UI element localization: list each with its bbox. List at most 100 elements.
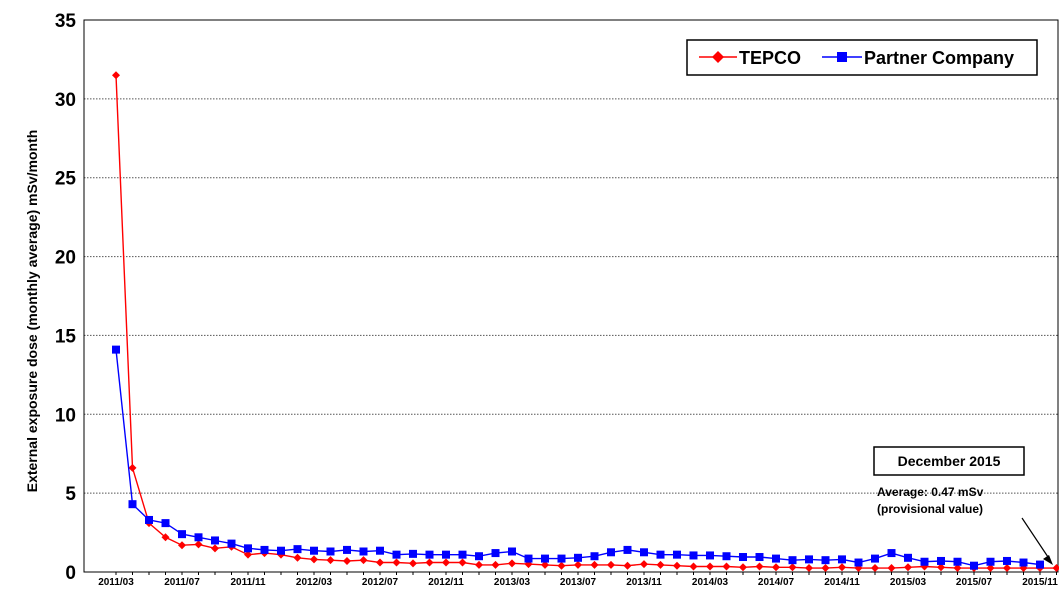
point-tepco [343, 556, 351, 565]
point-tepco [689, 562, 698, 571]
point-partner-company [970, 561, 978, 570]
point-partner-company [524, 554, 533, 563]
annotation-arrow-head [1043, 555, 1053, 565]
point-partner-company [442, 550, 450, 559]
point-tepco [244, 550, 252, 559]
point-tepco [293, 553, 302, 562]
point-tepco [425, 558, 434, 567]
x-axis-ticks: 2011/03 2011/07 2011/11 2012/03 2012/07 2012/… [98, 572, 1058, 588]
point-tepco [1052, 564, 1059, 573]
x-tick-label: 2014/11 [824, 577, 860, 588]
point-partner-company [788, 556, 797, 565]
point-partner-company [755, 553, 764, 562]
point-partner-company [838, 555, 846, 564]
point-tepco [491, 560, 500, 569]
point-tepco [442, 558, 450, 567]
annotation-box [873, 446, 1025, 476]
point-partner-company [689, 551, 698, 560]
point-tepco [656, 560, 665, 569]
point-partner-company [260, 545, 269, 554]
y-axis-label: External exposure dose (monthly average)… [24, 130, 40, 493]
annotation-average: Average: 0.47 mSv [877, 485, 984, 499]
point-tepco [590, 560, 599, 569]
x-tick-label: 2014/03 [692, 577, 729, 588]
point-tepco [458, 558, 467, 567]
point-partner-company [1019, 558, 1028, 567]
series-line-tepco [115, 75, 1057, 569]
point-tepco [887, 564, 896, 573]
x-tick-label: 2015/07 [956, 577, 993, 588]
point-partner-company [854, 558, 863, 567]
point-partner-company [128, 500, 137, 509]
x-tick-label: 2013/07 [560, 577, 597, 588]
point-tepco [788, 563, 797, 572]
point-partner-company [937, 556, 945, 565]
point-tepco [640, 560, 648, 569]
point-tepco [574, 560, 582, 569]
point-tepco [673, 561, 681, 570]
point-partner-company [821, 556, 830, 565]
point-partner-company [359, 547, 368, 556]
point-partner-company [706, 551, 714, 560]
point-partner-company [574, 553, 582, 562]
point-partner-company [557, 554, 566, 563]
point-tepco [475, 560, 483, 569]
point-tepco [838, 563, 846, 572]
point-partner-company [722, 552, 731, 561]
point-tepco [326, 556, 335, 565]
point-partner-company [227, 539, 236, 548]
point-partner-company [194, 533, 203, 542]
point-partner-company [112, 345, 120, 354]
legend-marker-tepco [712, 51, 724, 63]
point-partner-company [376, 546, 384, 555]
point-partner-company [475, 552, 483, 561]
point-partner-company [343, 545, 351, 554]
grid-lines [84, 98, 1058, 494]
point-partner-company [986, 557, 995, 566]
point-partner-company [805, 555, 813, 564]
point-tepco [772, 563, 780, 572]
point-partner-company [310, 546, 318, 555]
point-partner-company [640, 548, 648, 557]
point-partner-company [326, 547, 335, 556]
point-tepco [211, 544, 219, 553]
point-tepco [706, 562, 714, 571]
point-partner-company [1036, 560, 1044, 569]
annotation: December 2015 Average: 0.47 mSv (provisi… [873, 446, 1053, 565]
point-partner-company [541, 554, 549, 563]
point-partner-company [145, 515, 153, 524]
point-tepco [937, 563, 945, 572]
point-partner-company [211, 536, 219, 545]
point-partner-company [409, 549, 417, 558]
x-tick-label: 2011/03 [98, 577, 134, 588]
point-tepco [376, 558, 384, 567]
x-tick-label: 2015/03 [890, 577, 927, 588]
y-axis-ticks: 0 5 10 15 20 25 30 35 [55, 11, 77, 584]
point-tepco [623, 561, 632, 570]
point-tepco [953, 564, 962, 573]
point-tepco [755, 562, 764, 571]
point-tepco [557, 561, 566, 570]
point-partner-company [739, 553, 747, 562]
point-tepco [508, 559, 516, 568]
y-tick-label: 15 [55, 326, 77, 347]
point-partner-company [590, 552, 599, 561]
point-tepco [359, 556, 368, 565]
x-tick-label: 2011/11 [230, 577, 265, 588]
point-tepco [194, 540, 203, 549]
x-tick-label: 2014/07 [758, 577, 795, 588]
point-partner-company [656, 550, 665, 559]
point-tepco [722, 562, 731, 571]
point-tepco [392, 558, 401, 567]
point-tepco [986, 564, 995, 573]
series-tepco [112, 71, 1059, 573]
point-tepco [112, 71, 120, 80]
point-partner-company [1003, 556, 1011, 565]
point-tepco [871, 564, 879, 573]
point-partner-company [277, 546, 285, 555]
point-partner-company [772, 554, 780, 563]
point-tepco [541, 560, 549, 569]
series-group [112, 71, 1059, 573]
point-tepco [739, 563, 747, 572]
